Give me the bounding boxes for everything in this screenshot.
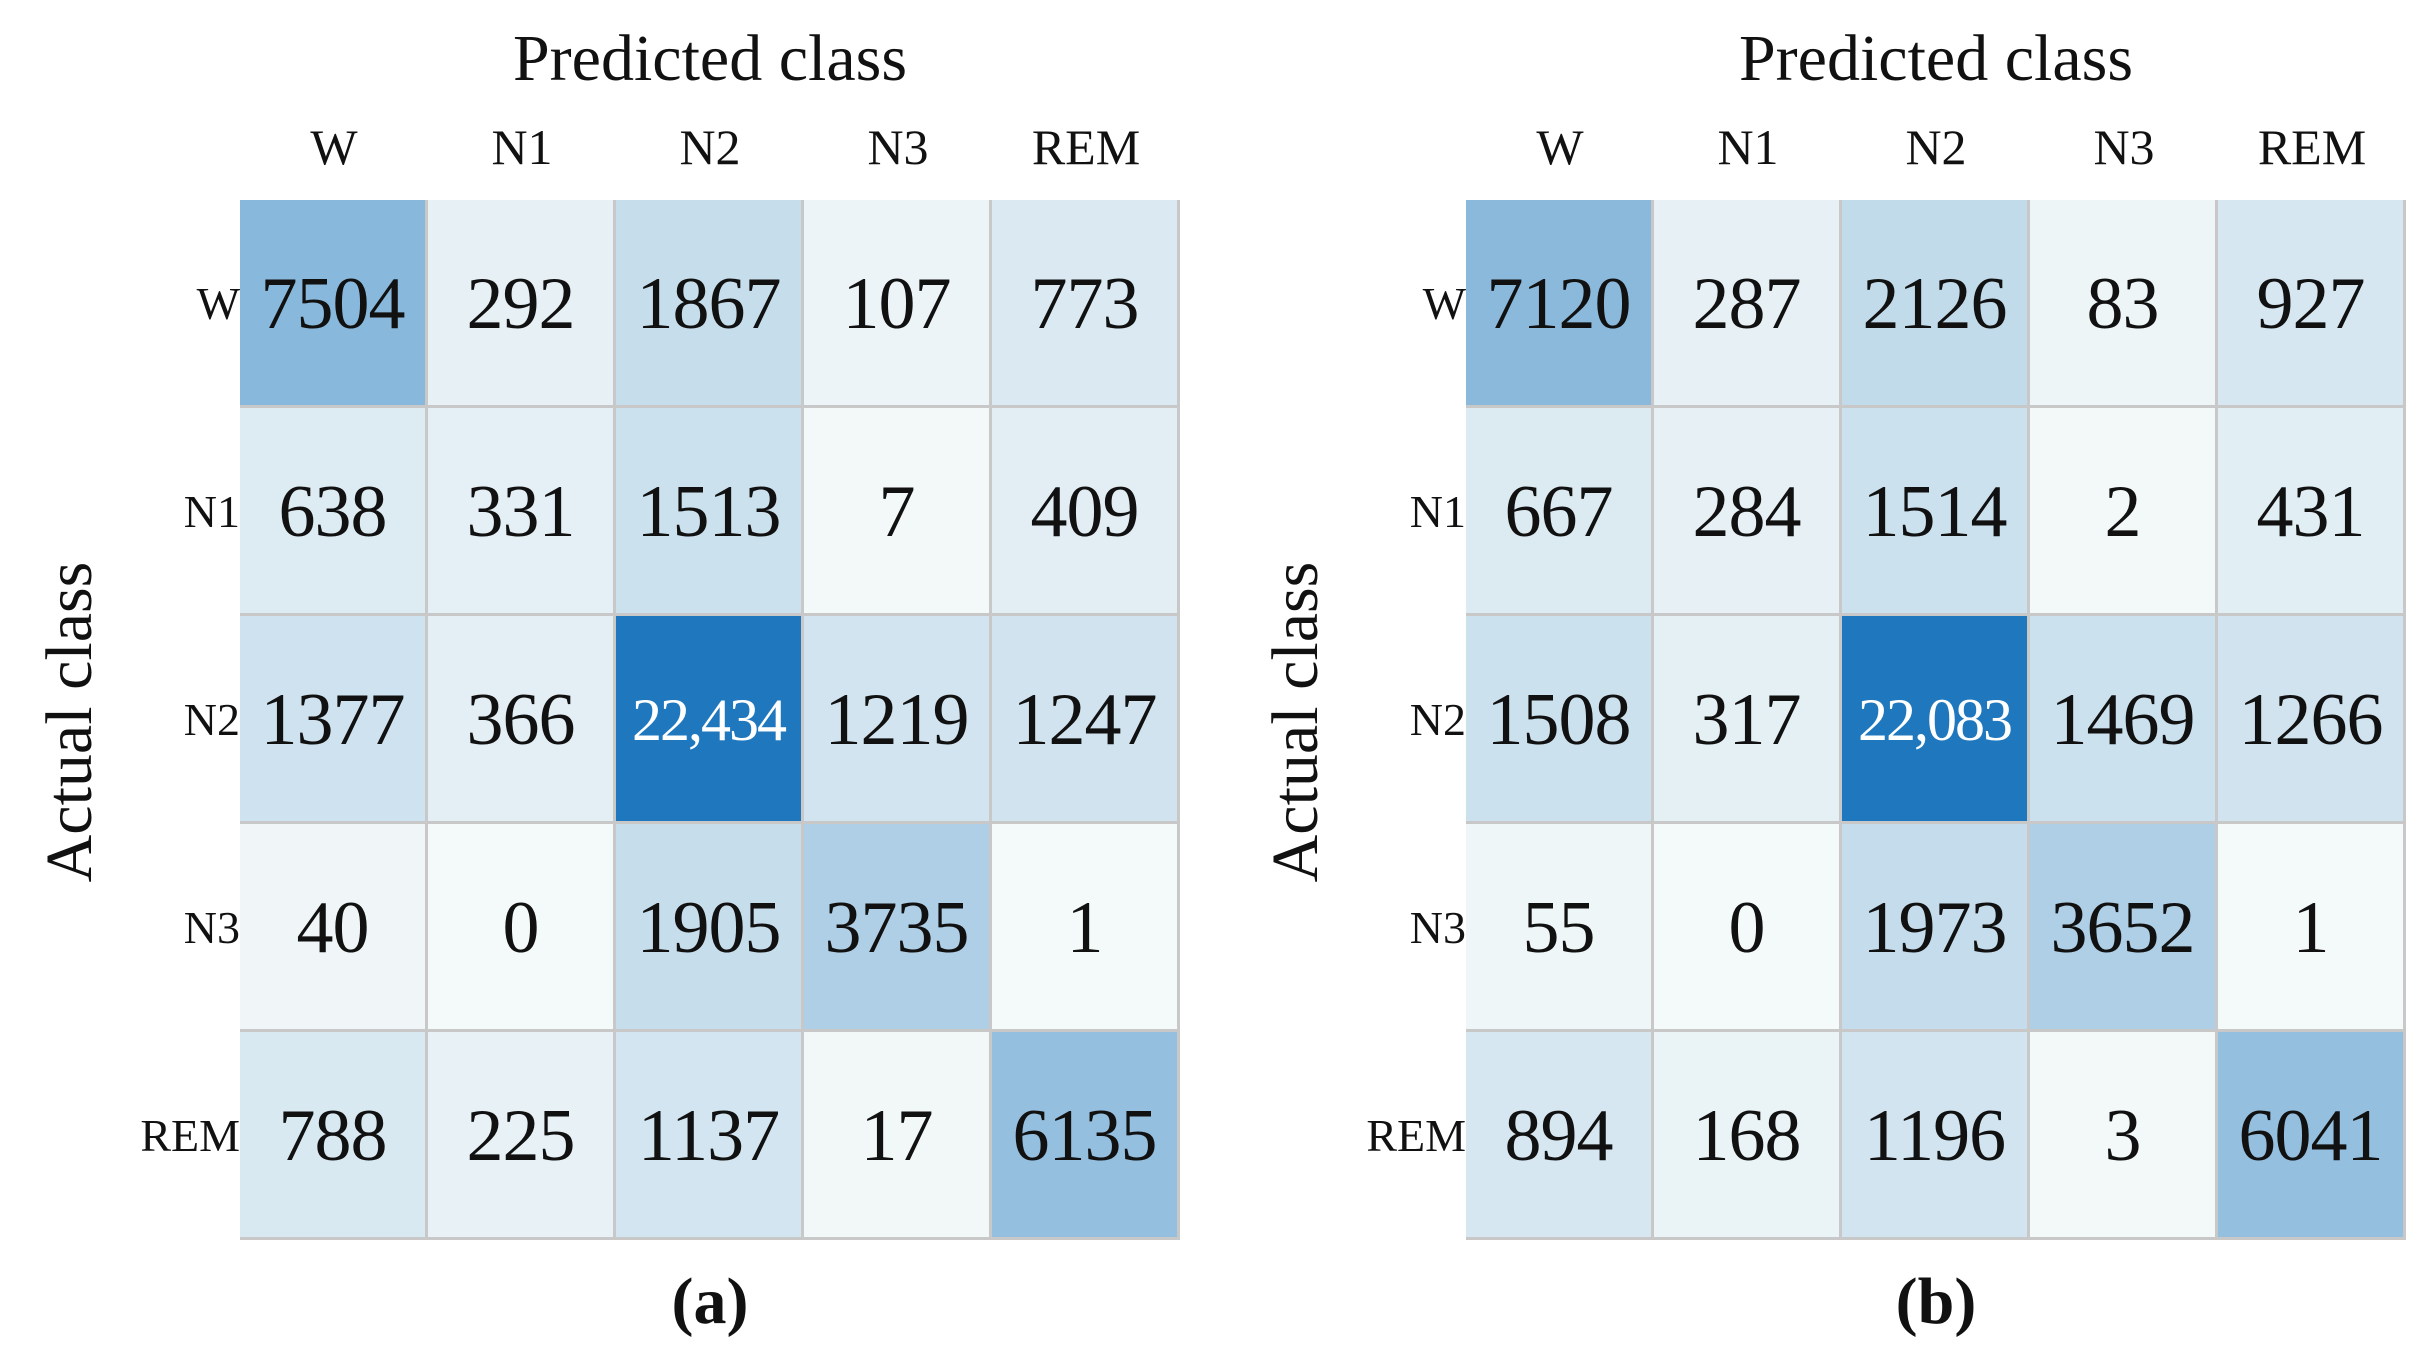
matrix-cell-rem-n1: 168 — [1654, 1032, 1842, 1240]
matrix-cell-n1-n1: 331 — [428, 408, 616, 616]
confusion-matrix-a: Predicted class W N1 N2 N3 REM Actual cl… — [33, 22, 1180, 1338]
col-label-n1: N1 — [491, 119, 553, 175]
x-axis-title: Predicted class — [512, 22, 908, 95]
matrix-cell-rem-n3: 3 — [2030, 1032, 2218, 1240]
matrix-grid: 7504 292 1867 107 773 638 331 1513 7 409 1377 366 22… — [240, 200, 1180, 1240]
panel-label: (a) — [671, 1265, 749, 1338]
matrix-cell-n3-n1: 0 — [428, 824, 616, 1032]
matrix-cell-rem-rem: 6041 — [2218, 1032, 2406, 1240]
matrix-cell-n2-w: 1377 — [240, 616, 428, 824]
matrix-cell-w-n2: 1867 — [616, 200, 804, 408]
matrix-cell-n3-w: 40 — [240, 824, 428, 1032]
matrix-cell-n3-n2: 1905 — [616, 824, 804, 1032]
matrix-cell-n3-w: 55 — [1466, 824, 1654, 1032]
col-label-n3: N3 — [2093, 119, 2155, 175]
matrix-cell-n2-w: 1508 — [1466, 616, 1654, 824]
matrix-cell-w-n2: 2126 — [1842, 200, 2030, 408]
matrix-grid: 7120 287 2126 83 927 667 284 1514 2 431 1508 317 22,… — [1466, 200, 2406, 1240]
matrix-cell-n1-rem: 431 — [2218, 408, 2406, 616]
matrix-cell-n1-n3: 7 — [804, 408, 992, 616]
matrix-cell-n2-n3: 1219 — [804, 616, 992, 824]
col-label-rem: REM — [1031, 119, 1141, 175]
matrix-cell-rem-n2: 1137 — [616, 1032, 804, 1240]
matrix-cell-n3-n3: 3735 — [804, 824, 992, 1032]
row-label-w: W — [196, 278, 240, 329]
row-label-n1: N1 — [183, 486, 240, 537]
matrix-cell-rem-n3: 17 — [804, 1032, 992, 1240]
matrix-cell-n1-rem: 409 — [992, 408, 1180, 616]
col-label-w: W — [310, 119, 358, 175]
matrix-cell-w-rem: 773 — [992, 200, 1180, 408]
matrix-cell-rem-w: 894 — [1466, 1032, 1654, 1240]
confusion-matrix-b: Predicted class W N1 N2 N3 REM Actual cl… — [1226, 0, 2420, 1356]
matrix-cell-n1-n3: 2 — [2030, 408, 2218, 616]
col-label-n2: N2 — [1905, 119, 1967, 175]
matrix-cell-n1-w: 638 — [240, 408, 428, 616]
matrix-cell-n3-n1: 0 — [1654, 824, 1842, 1032]
col-label-rem: REM — [2257, 119, 2367, 175]
matrix-cell-n3-n3: 3652 — [2030, 824, 2218, 1032]
matrix-cell-w-n3: 83 — [2030, 200, 2218, 408]
matrix-cell-rem-n2: 1196 — [1842, 1032, 2030, 1240]
matrix-cell-n2-n3: 1469 — [2030, 616, 2218, 824]
row-label-n2: N2 — [1409, 694, 1466, 745]
matrix-cell-rem-w: 788 — [240, 1032, 428, 1240]
matrix-cell-w-rem: 927 — [2218, 200, 2406, 408]
col-label-n3: N3 — [867, 119, 929, 175]
matrix-cell-n1-n2: 1513 — [616, 408, 804, 616]
matrix-cell-w-w: 7504 — [240, 200, 428, 408]
row-label-n3: N3 — [183, 902, 240, 953]
matrix-cell-n1-n1: 284 — [1654, 408, 1842, 616]
matrix-cell-n1-n2: 1514 — [1842, 408, 2030, 616]
matrix-cell-n2-n2: 22,434 — [616, 616, 804, 824]
row-label-w: W — [1422, 278, 1466, 329]
matrix-cell-w-w: 7120 — [1466, 200, 1654, 408]
row-label-n1: N1 — [1409, 486, 1466, 537]
row-label-n2: N2 — [183, 694, 240, 745]
col-label-n1: N1 — [1717, 119, 1779, 175]
row-label-n3: N3 — [1409, 902, 1466, 953]
matrix-cell-n3-rem: 1 — [2218, 824, 2406, 1032]
matrix-cell-n2-n2: 22,083 — [1842, 616, 2030, 824]
matrix-cell-rem-n1: 225 — [428, 1032, 616, 1240]
matrix-cell-rem-rem: 6135 — [992, 1032, 1180, 1240]
matrix-cell-w-n3: 107 — [804, 200, 992, 408]
matrix-cell-w-n1: 287 — [1654, 200, 1842, 408]
col-label-n2: N2 — [679, 119, 741, 175]
matrix-cell-n2-n1: 366 — [428, 616, 616, 824]
row-label-rem: REM — [140, 1110, 240, 1161]
matrix-cell-n2-n1: 317 — [1654, 616, 1842, 824]
matrix-cell-n2-rem: 1266 — [2218, 616, 2406, 824]
matrix-cell-n1-w: 667 — [1466, 408, 1654, 616]
x-axis-title: Predicted class — [1738, 22, 2134, 95]
matrix-cell-n3-n2: 1973 — [1842, 824, 2030, 1032]
matrix-cell-n3-rem: 1 — [992, 824, 1180, 1032]
panel-label: (b) — [1895, 1265, 1977, 1338]
matrix-cell-w-n1: 292 — [428, 200, 616, 408]
col-label-w: W — [1536, 119, 1584, 175]
row-label-rem: REM — [1366, 1110, 1466, 1161]
matrix-cell-n2-rem: 1247 — [992, 616, 1180, 824]
